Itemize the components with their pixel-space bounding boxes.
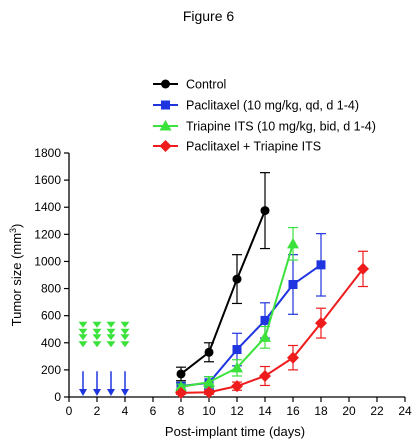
y-tick-label: 800: [41, 282, 61, 296]
y-axis-title-superscript: 3: [8, 228, 18, 233]
y-tick-label: 1600: [34, 173, 61, 187]
x-tick-label: 14: [258, 404, 272, 418]
triapine-dose-arrow: [92, 328, 102, 335]
data-point: [260, 315, 270, 325]
legend-marker: [159, 140, 172, 152]
triapine-dose-arrow: [120, 341, 130, 348]
data-point: [357, 262, 369, 275]
figure-title: Figure 6: [182, 8, 235, 24]
data-point: [176, 369, 186, 379]
data-point: [316, 260, 326, 270]
data-point: [287, 351, 299, 364]
y-tick-label: 1800: [34, 146, 61, 160]
data-point: [175, 386, 187, 399]
paclitaxel-dose-arrow-head: [79, 389, 87, 396]
y-tick-label: 1200: [34, 227, 61, 241]
data-point: [175, 380, 187, 392]
legend-marker: [159, 120, 172, 131]
data-point: [287, 237, 299, 249]
dosing-markers: [78, 321, 130, 396]
data-series: [175, 172, 369, 399]
triapine-dose-arrow: [106, 334, 116, 341]
triapine-dose-arrow: [120, 321, 130, 328]
data-point: [232, 274, 242, 284]
triapine-dose-arrow: [120, 328, 130, 335]
x-tick-label: 8: [178, 404, 185, 418]
series-line: [180, 210, 266, 375]
triapine-dose-arrow: [78, 341, 88, 348]
y-tick-label: 600: [41, 309, 61, 323]
y-tick-label: 0: [54, 390, 61, 404]
triapine-dose-arrow: [106, 321, 116, 328]
paclitaxel-dose-arrow-head: [121, 389, 129, 396]
y-tick-label: 1000: [34, 254, 61, 268]
x-tick-label: 16: [286, 404, 300, 418]
triapine-dose-arrow: [78, 334, 88, 341]
x-tick-label: 4: [122, 404, 129, 418]
y-axis-title-end: ): [9, 224, 24, 228]
triapine-dose-arrow: [106, 328, 116, 335]
triapine-dose-arrow: [78, 321, 88, 328]
y-tick-label: 200: [41, 363, 61, 377]
series-line: [180, 268, 364, 394]
data-point: [259, 369, 271, 382]
data-point: [315, 317, 327, 330]
legend-marker: [161, 79, 170, 89]
legend-label: Triapine ITS (10 mg/kg, bid, d 1-4): [186, 120, 376, 134]
triapine-dose-arrow: [92, 334, 102, 341]
series-1: [176, 233, 326, 391]
x-tick-label: 10: [202, 404, 216, 418]
y-tick-label: 400: [41, 336, 61, 350]
y-tick-label: 1400: [34, 200, 61, 214]
paclitaxel-dose-arrow-head: [107, 389, 115, 396]
data-point: [231, 380, 243, 393]
series-line: [180, 264, 322, 388]
series-0: [176, 172, 270, 382]
triapine-dose-arrow: [106, 341, 116, 348]
y-axis-title-main: Tumor size (mm: [9, 233, 24, 326]
y-axis-title: Tumor size (mm3): [8, 224, 24, 327]
x-tick-label: 6: [150, 404, 157, 418]
triapine-dose-arrow: [92, 341, 102, 348]
series-2: [175, 226, 299, 392]
data-point: [260, 206, 270, 216]
paclitaxel-dose-arrow-head: [93, 389, 101, 396]
x-tick-label: 12: [230, 404, 244, 418]
legend-label: Control: [186, 78, 226, 92]
data-point: [259, 331, 271, 342]
x-tick-label: 20: [342, 404, 356, 418]
x-axis-title: Post-implant time (days): [165, 424, 305, 439]
legend: Control Paclitaxel (10 mg/kg, qd, d 1-4) T…: [153, 78, 376, 154]
triapine-dose-arrow: [120, 334, 130, 341]
data-point: [288, 279, 298, 289]
triapine-dose-arrow: [78, 328, 88, 335]
series-3: [175, 250, 369, 399]
data-point: [204, 347, 214, 357]
data-point: [231, 361, 243, 373]
x-tick-label: 0: [66, 404, 73, 418]
data-point: [203, 386, 215, 399]
legend-label: Paclitaxel + Triapine ITS: [186, 140, 321, 154]
x-tick-label: 24: [398, 404, 412, 418]
triapine-dose-arrow: [92, 321, 102, 328]
legend-label: Paclitaxel (10 mg/kg, qd, d 1-4): [186, 99, 359, 113]
x-tick-label: 22: [370, 404, 384, 418]
data-point: [203, 376, 215, 387]
x-tick-label: 18: [314, 404, 328, 418]
x-tick-label: 2: [94, 404, 101, 418]
data-point: [232, 345, 242, 355]
legend-marker: [161, 100, 170, 110]
